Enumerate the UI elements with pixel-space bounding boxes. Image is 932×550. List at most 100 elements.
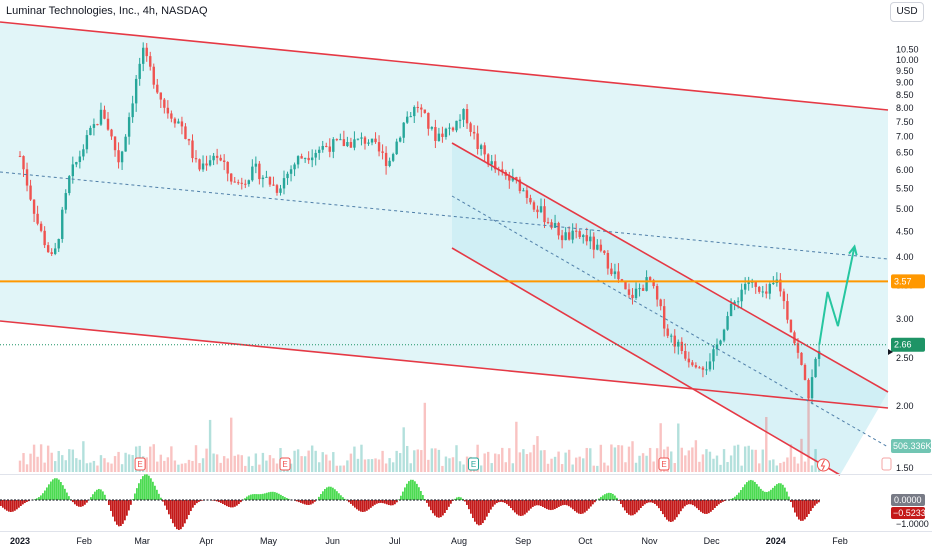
candle-body (39, 223, 43, 231)
volume-bar (170, 446, 173, 472)
candle-body (652, 280, 655, 287)
oscillator-bar (326, 487, 328, 500)
volume-bar (479, 465, 483, 472)
volume-bar (384, 463, 388, 472)
volume-bar (765, 417, 768, 472)
oscillator-bar (324, 489, 326, 500)
oscillator-bar (284, 497, 286, 500)
volume-bar (212, 453, 215, 472)
oscillator-bar (74, 500, 76, 505)
volume-badge: 506.336K (893, 441, 932, 451)
oscillator-bar (446, 500, 448, 511)
oscillator-bar (396, 500, 398, 503)
volume-bar (708, 451, 712, 472)
volume-bar (325, 454, 328, 472)
x-tick-label: 2023 (10, 536, 30, 546)
oscillator-bar (626, 500, 628, 513)
y-tick-label: 10.50 (896, 45, 919, 55)
oscillator-bar (220, 500, 222, 503)
candle-body (779, 279, 782, 292)
earnings-event-label: E (282, 460, 287, 469)
candle-body (617, 271, 620, 280)
oscillator-bar (364, 500, 366, 512)
candle-body (258, 163, 261, 180)
volume-bar (803, 461, 807, 472)
oscillator-bar (526, 500, 528, 513)
volume-bar (511, 463, 515, 472)
trend-lines[interactable] (0, 21, 889, 476)
candle-body (391, 154, 395, 161)
oscillator-bar (192, 500, 194, 508)
oscillator-bar (350, 500, 352, 504)
candle-body (655, 286, 659, 300)
oscillator-bar (222, 500, 224, 504)
oscillator-bar (372, 500, 374, 507)
y-tick-label: 6.00 (896, 165, 914, 175)
oscillator-bar (196, 500, 198, 504)
oscillator-bar (792, 500, 794, 508)
oscillator-bar (778, 483, 780, 500)
oscillator-bar (224, 500, 226, 506)
oscillator-bar (754, 481, 756, 500)
oscillator-bar (550, 500, 552, 511)
volume-bar (201, 458, 205, 472)
candle-body (596, 244, 599, 250)
y-tick-label: 9.50 (896, 66, 914, 76)
oscillator-bar (640, 500, 642, 509)
candle-body (529, 197, 532, 203)
candle-body (659, 299, 662, 307)
oscillator-bar (198, 500, 200, 502)
oscillator-bar (6, 500, 8, 511)
oscillator-bar (132, 499, 134, 500)
candle-body (205, 163, 208, 166)
x-tick-label: Jun (325, 536, 340, 546)
currency-button[interactable]: USD (890, 2, 924, 22)
oscillator-bar (314, 500, 316, 502)
volume-bar (532, 444, 536, 472)
last-price-badge-bg (891, 337, 925, 352)
candle-body (420, 107, 423, 110)
oscillator-bar (442, 500, 444, 516)
candle-body (539, 206, 543, 213)
oscillator-bar (256, 494, 258, 500)
oscillator-bar (818, 500, 820, 503)
volume-bar (610, 444, 613, 472)
volume-bars (18, 396, 821, 472)
candle-body (694, 365, 698, 368)
candle-body (75, 162, 78, 165)
oscillator-bar (406, 483, 408, 500)
osc-value-badge-bg (891, 507, 925, 519)
volume-bar (92, 460, 96, 472)
oscillator-bar (688, 500, 690, 505)
volume-bar (261, 452, 265, 472)
candle-body (666, 328, 669, 336)
oscillator-bar (698, 500, 700, 511)
volume-bar (525, 454, 529, 472)
oscillator-bar (718, 500, 720, 505)
oscillator-bar (672, 500, 674, 522)
y-tick-label: 2.50 (896, 353, 914, 363)
oscillator-bar (58, 479, 60, 500)
volume-bar (75, 458, 78, 472)
oscillator-bar (752, 480, 754, 500)
volume-bar (624, 462, 627, 472)
candle-body (543, 206, 546, 223)
candle-body (25, 169, 29, 186)
volume-bar (318, 462, 321, 472)
oscillator-bar (340, 495, 342, 500)
candle-body (546, 222, 550, 224)
oscillator-bar (244, 498, 246, 500)
oscillator-bar (664, 500, 666, 518)
candle-body (103, 109, 106, 119)
x-tick-label: Sep (515, 536, 531, 546)
volume-bar (156, 461, 159, 472)
candle-body (758, 286, 761, 292)
candle-body (314, 152, 317, 158)
oscillator-bar (68, 496, 70, 500)
oscillator-bar (556, 500, 558, 509)
volume-bar (515, 421, 518, 472)
candle-body (782, 291, 786, 302)
oscillator-bar (134, 493, 136, 500)
